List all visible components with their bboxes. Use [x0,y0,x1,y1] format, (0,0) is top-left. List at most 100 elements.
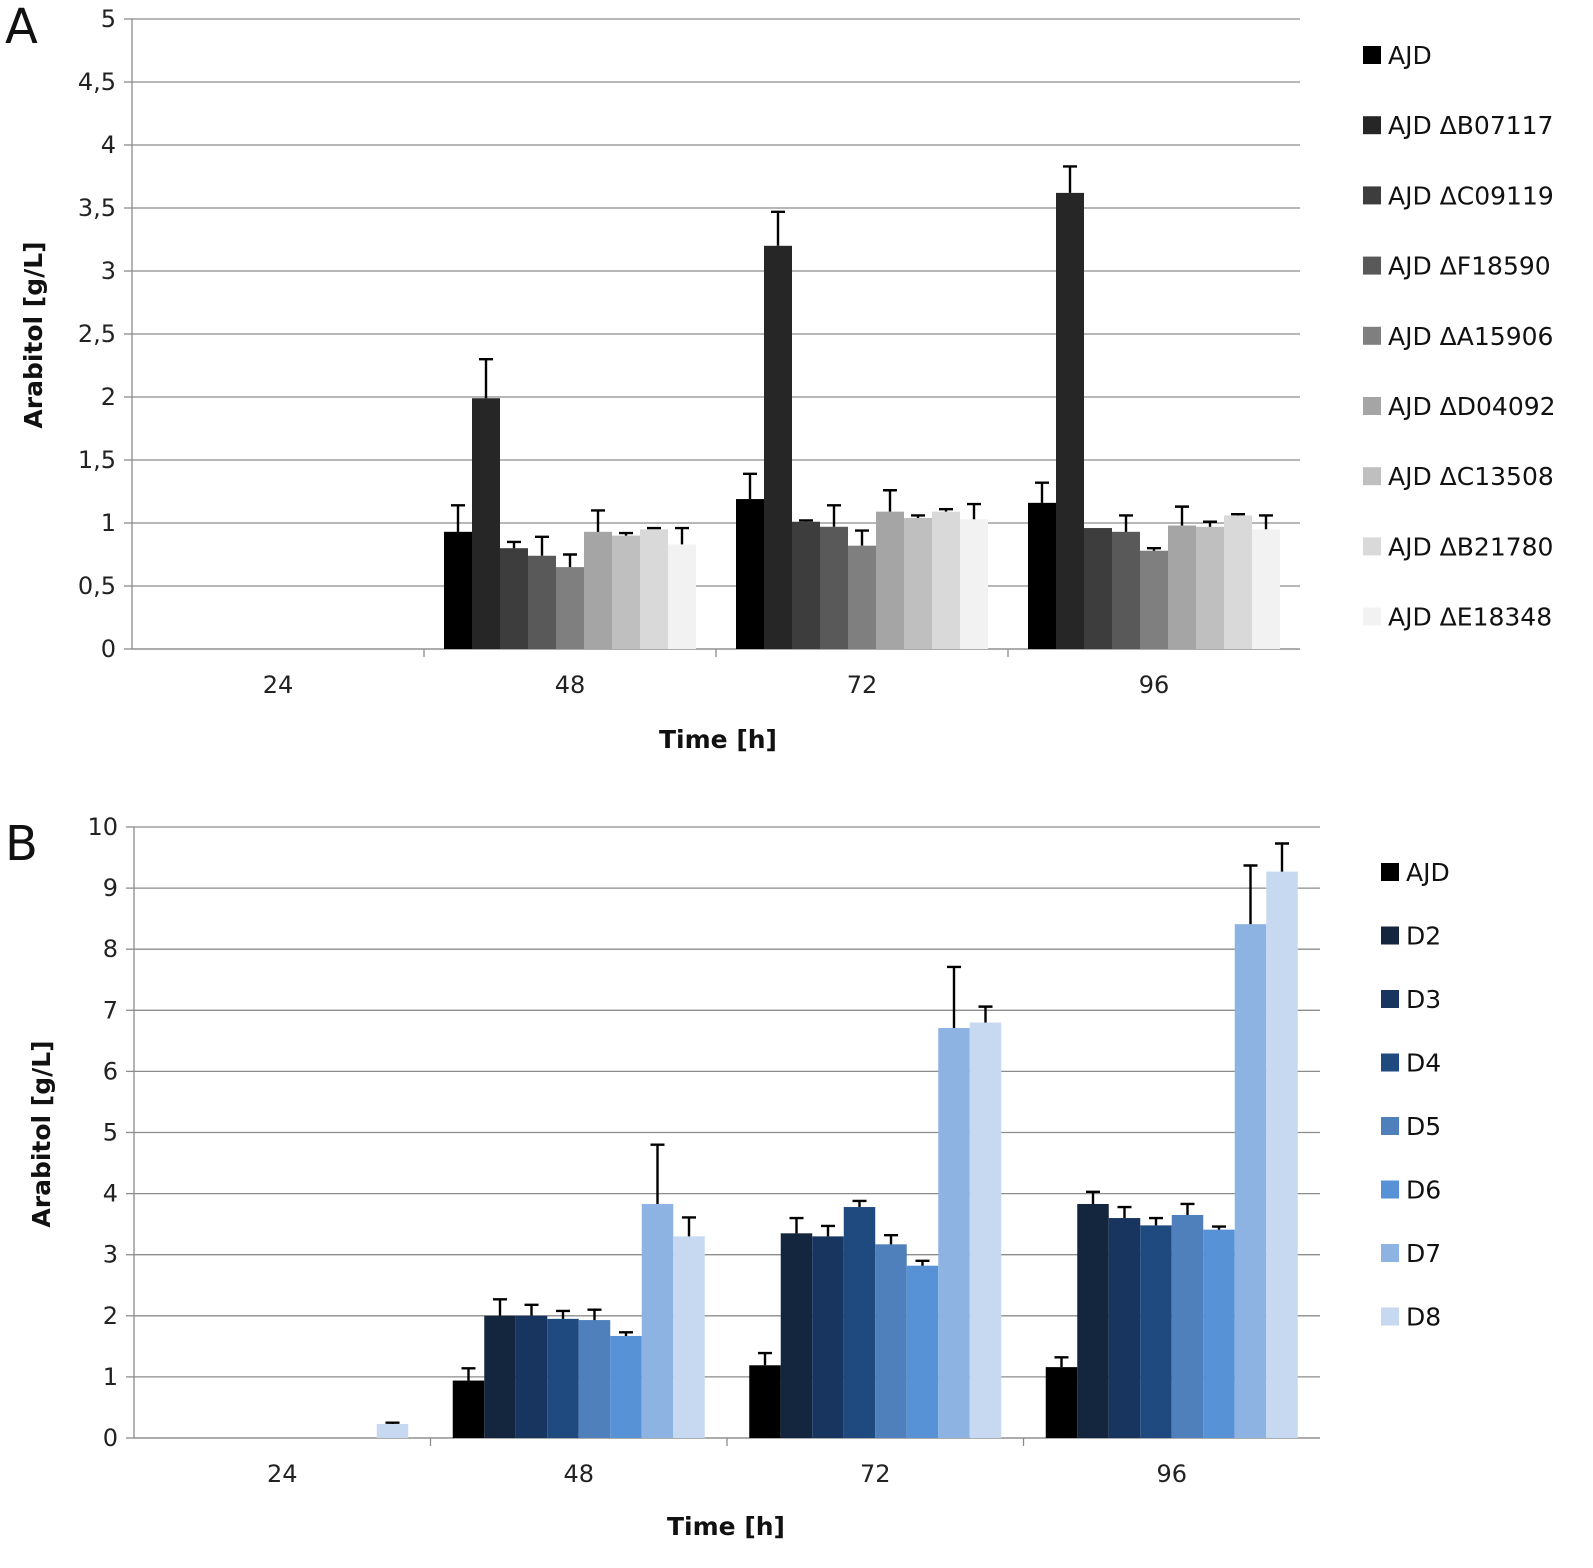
panel-b-bar [812,1236,844,1438]
panel-a-y-tick-label: 4,5 [78,68,116,96]
panel-a-bars [444,165,1280,650]
panel-a-error-bar [827,504,841,527]
panel-a-bar [1140,550,1168,649]
panel-a-x-tick-label: 24 [263,671,294,699]
panel-b-letter: B [5,816,38,872]
panel-b-bar [1203,1229,1235,1438]
panel-b-bar [1140,1225,1172,1438]
panel-a-bar [1224,515,1252,649]
panel-a-x-tick-label: 96 [1139,671,1170,699]
panel-a-legend-swatch [1363,46,1381,64]
panel-a-bar [1196,526,1224,649]
panel-a-y-tick-label: 0 [101,635,116,663]
panel-a-bar [792,521,820,649]
panel-a-error-bar [911,514,925,518]
panel-b-legend-label: D7 [1406,1239,1441,1268]
panel-b-legend-swatch [1381,1180,1399,1199]
panel-b-y-tick-label: 9 [103,874,118,902]
panel-b-bar [749,1365,781,1438]
panel-a-error-bar [883,489,897,512]
panel-b-error-bar [852,1199,867,1208]
panel-b-error-bar [524,1303,539,1316]
panel-a-bar [960,519,988,649]
panel-b-error-bar [821,1224,835,1237]
panel-a-bar [500,548,528,649]
panel-b-bar [1077,1203,1109,1438]
panel-b-error-bar [493,1298,507,1316]
panel-a-bar [444,531,472,649]
panel-b-bars [376,842,1298,1438]
panel-b-error-bar [556,1309,570,1319]
panel-a-error-bar [1035,481,1049,503]
panel-a-letter: A [5,0,38,55]
panel-a-y-axis-title: Arabitol [g/L] [19,241,48,428]
panel-a-bar [736,499,764,649]
panel-a-error-bar [647,526,661,530]
panel-b-x-tick-label: 48 [563,1460,594,1488]
panel-b-legend-label: D4 [1406,1049,1441,1078]
panel-a-legend-swatch [1363,397,1381,415]
panel-b-y-tick-label: 4 [103,1180,118,1208]
panel-b-legend-label: D6 [1406,1176,1441,1205]
panel-a-error-bar [563,553,577,568]
panel-a-legend-swatch [1363,607,1381,626]
panel-a-error-bar [743,472,757,500]
panel-a-legend-label: AJD ΔB21780 [1388,532,1553,561]
panel-b-y-axis-title: Arabitol [g/L] [27,1040,56,1227]
panel-a-error-bar [1063,165,1077,193]
panel-b-y-tick-label: 5 [103,1119,118,1147]
panel-a-x-tick-label: 48 [555,671,586,699]
panel-b-bar [1045,1367,1078,1438]
panel-a-legend-label: AJD ΔB07117 [1388,111,1553,140]
panel-a-bar [528,555,556,649]
panel-a-error-bar [1231,512,1245,516]
panel-b-bar [452,1380,485,1438]
panel-b-bar [1234,924,1267,1438]
panel-b-y-tick-label: 0 [103,1424,118,1452]
panel-a-legend-swatch [1363,326,1381,345]
panel-b-bar [578,1320,611,1438]
panel-a-error-bar [1119,514,1133,532]
panel-b-x-axis-title: Time [h] [667,1512,785,1541]
panel-b-error-bar [1243,864,1258,925]
panel-a-bar [1056,192,1084,649]
panel-b-bar [376,1423,409,1438]
panel-a-bar [764,245,792,650]
panel-b-legend-label: D2 [1406,922,1441,951]
panel-b-error-bar [947,965,961,1029]
panel-b-legend-swatch [1381,1117,1399,1135]
panel-b-error-bar [1054,1356,1069,1368]
panel-a-y-tick-label: 2 [101,383,116,411]
panel-b-legend-label: D3 [1406,985,1441,1014]
panel-a-bar [668,544,696,649]
panel-a-legend: AJD AJD ΔB07117 AJD ΔC09119 AJD ΔF18590 AJD … [1363,41,1556,632]
panel-a-x-tick-label: 72 [847,671,878,699]
panel-a-y-tick-label: 3 [101,257,116,285]
panel-a-legend-label: AJD [1388,41,1432,70]
panel-b-bar [1266,871,1298,1438]
panel-b-error-bar [650,1143,665,1204]
panel-b-x-tick-label: 72 [860,1460,891,1488]
panel-b-y-tick-label: 3 [103,1241,118,1269]
panel-b-y-tick-label: 8 [103,935,118,963]
panel-b-y-tick-label: 7 [103,996,118,1024]
panel-a-legend-label: AJD ΔC13508 [1388,462,1554,491]
panel-b-bar [780,1233,813,1438]
panel-a-gridlines [124,18,1300,657]
panel-a-bar [1252,529,1280,649]
panel-b-error-bar [1212,1225,1226,1230]
panel-a-error-bar [535,535,549,556]
panel-b-chart: B 0 1 2 3 4 5 6 7 8 9 10 24 48 72 96 Time [h] Arabito… [5,813,1450,1541]
panel-a-error-bar [771,210,785,246]
panel-a-legend-label: AJD ΔF18590 [1388,252,1551,281]
panel-b-bar [547,1318,579,1438]
panel-b-bar [610,1335,642,1438]
panel-a-y-tick-label: 4 [101,131,116,159]
panel-b-bar [906,1265,939,1438]
panel-b-error-bar [884,1233,898,1245]
panel-b-bar [1171,1214,1204,1438]
panel-b-error-bar [1117,1205,1132,1219]
panel-a-y-tick-label: 3,5 [78,194,116,222]
panel-b-error-bar [385,1421,400,1424]
panel-b-legend-swatch [1381,863,1399,881]
